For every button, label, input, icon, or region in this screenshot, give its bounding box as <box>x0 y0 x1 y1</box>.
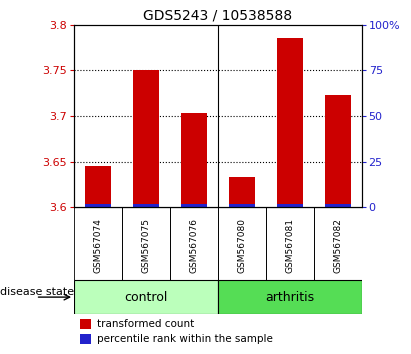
Bar <box>133 70 159 207</box>
Bar <box>277 39 303 207</box>
Text: transformed count: transformed count <box>97 319 194 329</box>
Bar <box>229 177 255 207</box>
Text: arthritis: arthritis <box>265 291 314 304</box>
Bar <box>85 166 111 207</box>
Bar <box>325 95 351 207</box>
Text: GSM567081: GSM567081 <box>285 218 294 273</box>
Bar <box>181 113 207 207</box>
Text: GSM567075: GSM567075 <box>141 218 150 273</box>
Text: GSM567076: GSM567076 <box>189 218 199 273</box>
Text: GSM567082: GSM567082 <box>333 218 342 273</box>
Bar <box>181 204 207 207</box>
Bar <box>80 319 91 329</box>
Bar <box>229 204 255 207</box>
FancyBboxPatch shape <box>74 280 218 314</box>
Title: GDS5243 / 10538588: GDS5243 / 10538588 <box>143 8 292 22</box>
Text: GSM567074: GSM567074 <box>93 218 102 273</box>
Text: disease state: disease state <box>0 287 74 297</box>
FancyBboxPatch shape <box>218 280 362 314</box>
Bar <box>325 204 351 207</box>
Bar <box>80 334 91 344</box>
Bar <box>133 204 159 207</box>
Bar <box>277 204 303 207</box>
Bar <box>85 204 111 207</box>
Text: percentile rank within the sample: percentile rank within the sample <box>97 333 273 344</box>
Text: GSM567080: GSM567080 <box>237 218 246 273</box>
Text: control: control <box>124 291 168 304</box>
